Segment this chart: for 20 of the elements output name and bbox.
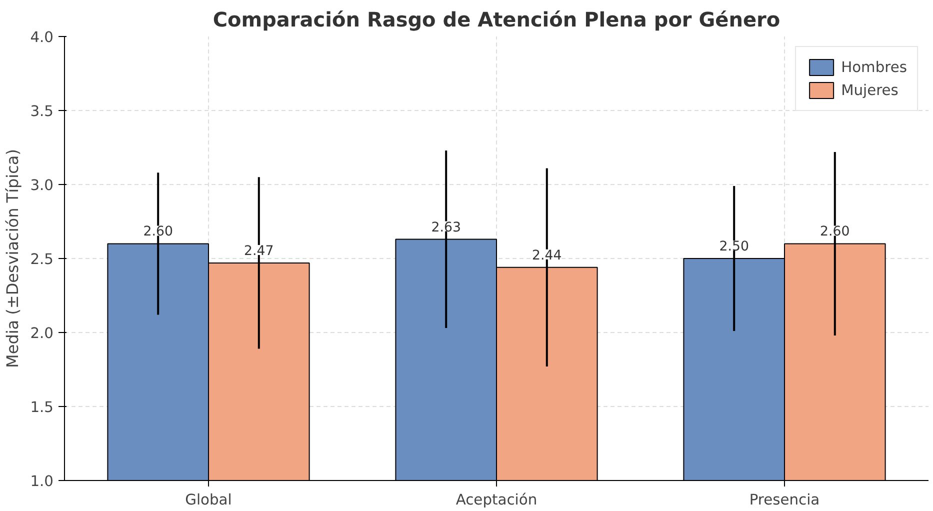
y-tick-label: 3.5 [30, 103, 54, 120]
y-tick-label: 2.5 [30, 251, 54, 268]
data-label: 2.44 [532, 248, 562, 264]
y-tick-label: 1.0 [30, 473, 54, 490]
y-tick-label: 2.0 [30, 325, 54, 342]
data-label: 2.60 [820, 224, 850, 240]
data-label: 2.60 [143, 224, 173, 240]
data-label: 2.63 [431, 220, 461, 236]
chart-title: Comparación Rasgo de Atención Plena por Género [212, 8, 780, 32]
data-label: 2.47 [244, 244, 274, 259]
y-tick-label: 4.0 [30, 29, 54, 46]
y-tick-label: 3.0 [30, 177, 54, 194]
legend-label: Hombres [841, 58, 907, 76]
y-tick-label: 1.5 [30, 399, 54, 416]
data-label: 2.50 [719, 240, 749, 254]
legend-label: Mujeres [841, 82, 898, 98]
x-tick-label: Presencia [749, 492, 820, 508]
x-tick-label: Global [185, 492, 232, 508]
y-axis-title: Media (±Desviación Típica) [3, 149, 22, 368]
x-tick-label: Aceptación [456, 492, 538, 508]
